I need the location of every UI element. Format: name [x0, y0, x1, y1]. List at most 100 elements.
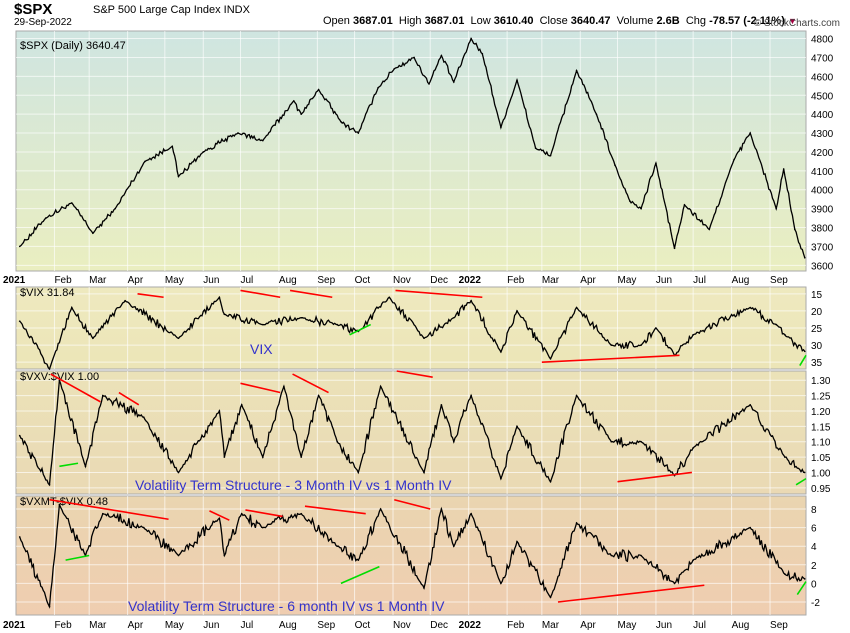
x-tick-label: May	[617, 275, 636, 286]
series-line-3	[19, 504, 806, 609]
data-point	[794, 228, 796, 231]
data-point	[177, 471, 180, 474]
y-tick-label: 20	[811, 307, 823, 318]
data-point	[500, 582, 502, 585]
trendline-red	[617, 471, 693, 483]
data-point	[84, 465, 87, 468]
y-tick-label: 3900	[811, 205, 834, 216]
x-tick-label: May	[617, 620, 636, 631]
data-point	[377, 86, 379, 89]
index-name: S&P 500 Large Cap Index INDX	[93, 4, 250, 16]
y-tick-label: 6	[811, 524, 817, 535]
data-point	[575, 69, 578, 72]
x-tick-label: Sep	[770, 620, 788, 631]
trendline-red	[289, 289, 333, 299]
stockcharts-credit: © StockCharts.com	[753, 18, 840, 29]
data-point	[240, 512, 243, 515]
trendline-red	[245, 509, 283, 518]
data-point	[452, 440, 455, 443]
data-point	[640, 207, 642, 210]
data-point	[516, 79, 518, 81]
trendline-red	[240, 289, 281, 299]
open-value: 3687.01	[352, 15, 393, 27]
x-tick-label: Aug	[732, 620, 750, 631]
x-tick-label: Feb	[507, 275, 525, 286]
x-tick-label: 2021	[3, 275, 26, 286]
data-point	[733, 158, 735, 161]
data-point	[470, 37, 472, 40]
y-tick-label: 3600	[811, 261, 834, 272]
panel-background	[15, 370, 807, 495]
x-tick-label: Mar	[542, 620, 560, 631]
x-tick-label: 2022	[459, 275, 482, 286]
data-point	[500, 477, 502, 480]
data-point	[673, 247, 676, 250]
data-point	[470, 394, 472, 397]
close-value: 3640.47	[570, 15, 611, 27]
data-point	[575, 522, 578, 524]
high-label: High	[398, 15, 422, 27]
data-point	[18, 536, 21, 538]
x-tick-label: Sep	[317, 275, 335, 286]
data-point	[171, 145, 174, 148]
data-point	[261, 526, 264, 529]
data-point	[71, 306, 73, 309]
data-point	[71, 202, 73, 204]
data-point	[102, 394, 104, 397]
data-point	[610, 344, 613, 346]
y-tick-label: 8	[811, 505, 817, 516]
high-value: 3687.01	[424, 15, 465, 27]
y-tick-label: 1.05	[811, 453, 831, 464]
panel-2: 0.95 1.00 1.05 1.10 1.15 1.20 1.25 1.30 $VXV:$VI…	[15, 370, 831, 495]
data-point	[784, 573, 786, 575]
x-tick-label: Apr	[580, 275, 596, 286]
low-value: 3610.40	[493, 15, 534, 27]
data-point	[336, 323, 339, 326]
x-tick-label: Mar	[542, 275, 560, 286]
data-point	[261, 323, 264, 326]
data-point	[423, 471, 425, 474]
y-tick-label: 4700	[811, 53, 834, 64]
data-point	[223, 456, 226, 458]
y-tick-label: 25	[811, 324, 823, 335]
trendline-red	[50, 373, 101, 403]
data-point	[549, 480, 552, 483]
y-tick-label: 4800	[811, 35, 834, 46]
data-point	[300, 456, 303, 458]
y-tick-label: 4000	[811, 186, 834, 197]
trendline-red	[396, 370, 433, 378]
data-point	[300, 512, 303, 515]
data-point	[655, 327, 657, 329]
x-tick-label: Oct	[355, 275, 371, 286]
data-point	[379, 385, 382, 388]
series-legend: $SPX (Daily) 3640.47	[20, 40, 126, 52]
ohlc-readout: Open 3687.01 High 3687.01 Low 3610.40 Cl…	[323, 15, 797, 27]
trendline-red	[541, 354, 680, 363]
data-point	[413, 56, 415, 59]
trendline-red	[137, 293, 164, 299]
data-point	[683, 204, 686, 206]
x-tick-label: Sep	[770, 275, 788, 286]
data-point	[610, 554, 613, 557]
x-tick-label: Jun	[203, 275, 219, 286]
data-point	[440, 54, 443, 57]
data-point	[142, 526, 145, 529]
data-point	[516, 310, 518, 312]
trendline-red	[118, 391, 140, 406]
data-point	[803, 350, 806, 353]
trendline-red	[292, 373, 329, 394]
volume-label: Volume	[616, 15, 654, 27]
data-point	[549, 154, 552, 157]
data-point	[452, 316, 455, 319]
x-tick-label: Jun	[656, 275, 672, 286]
data-point	[749, 404, 751, 406]
series-legend: $VXV:$VIX 1.00	[20, 371, 99, 383]
close-label: Close	[539, 15, 568, 27]
data-point	[782, 168, 785, 170]
data-point	[775, 207, 778, 210]
trendline-green	[799, 354, 807, 366]
x-tick-label: May	[165, 275, 184, 286]
data-point	[18, 245, 21, 248]
y-tick-label: 1.10	[811, 438, 831, 449]
